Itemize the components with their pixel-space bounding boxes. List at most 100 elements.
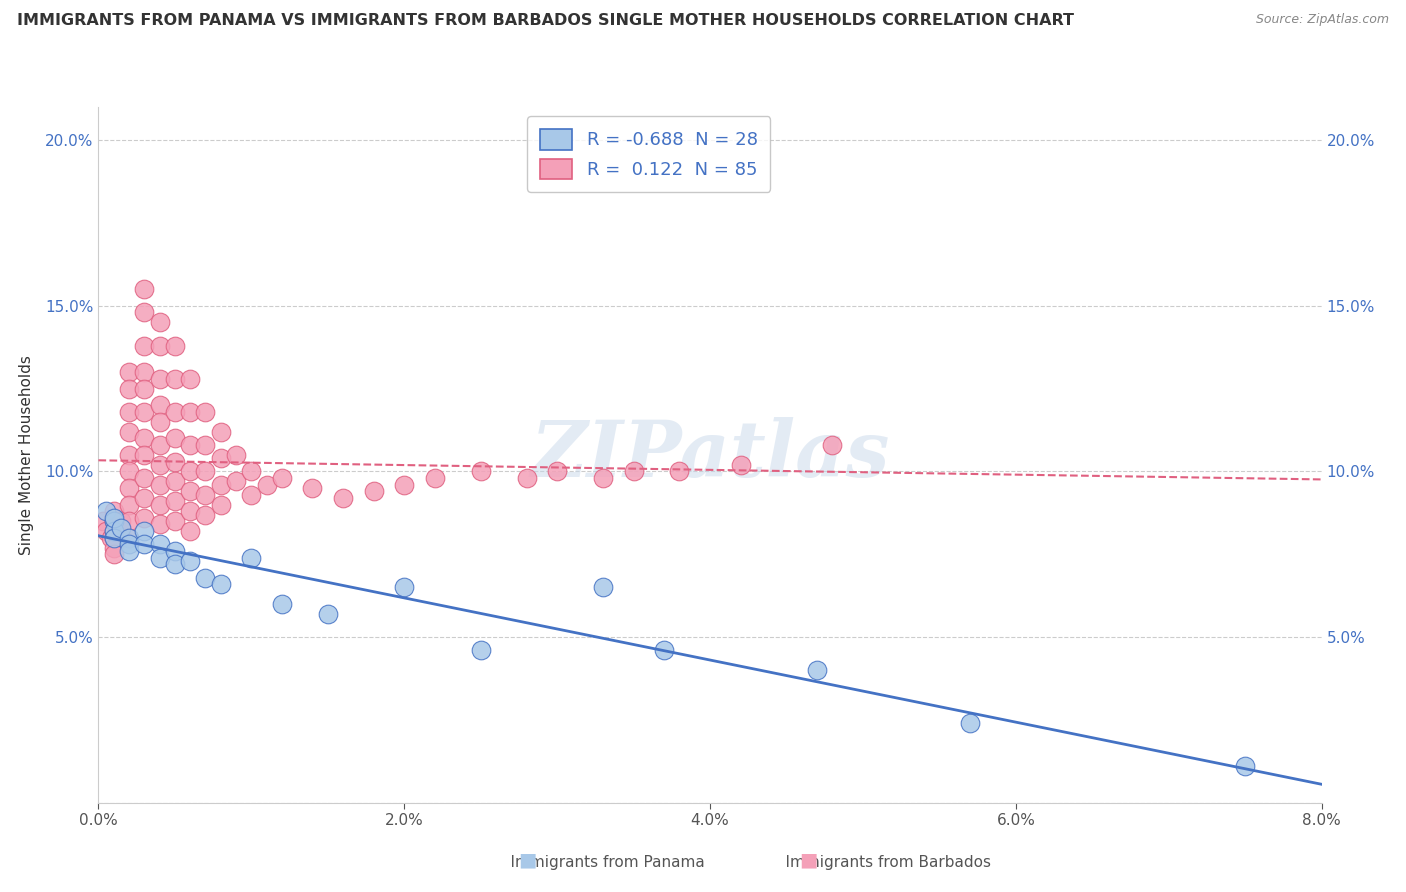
Point xyxy=(194,438,217,452)
Point xyxy=(118,425,141,439)
Point xyxy=(118,531,141,545)
Point xyxy=(134,365,156,379)
Point xyxy=(163,431,186,445)
Point xyxy=(118,465,141,479)
Point xyxy=(103,524,125,538)
Point xyxy=(240,550,263,565)
Text: ■: ■ xyxy=(517,851,537,870)
Point xyxy=(134,382,156,396)
Text: IMMIGRANTS FROM PANAMA VS IMMIGRANTS FROM BARBADOS SINGLE MOTHER HOUSEHOLDS CORR: IMMIGRANTS FROM PANAMA VS IMMIGRANTS FRO… xyxy=(17,13,1074,29)
Point xyxy=(959,716,981,731)
Point xyxy=(546,465,568,479)
Point xyxy=(149,477,172,491)
Point xyxy=(163,405,186,419)
Point xyxy=(179,504,201,518)
Point xyxy=(470,465,492,479)
Point xyxy=(134,405,156,419)
Point xyxy=(270,471,294,485)
Point xyxy=(134,471,156,485)
Text: ■: ■ xyxy=(799,851,818,870)
Point xyxy=(163,338,186,352)
Point xyxy=(163,372,186,386)
Point xyxy=(256,477,278,491)
Point xyxy=(194,405,217,419)
Point xyxy=(821,438,844,452)
Point xyxy=(91,514,114,528)
Point xyxy=(149,458,172,472)
Point xyxy=(103,524,125,538)
Point xyxy=(149,338,172,352)
Point xyxy=(100,531,122,545)
Point xyxy=(423,471,446,485)
Point xyxy=(149,550,172,565)
Point xyxy=(623,465,645,479)
Point xyxy=(270,597,294,611)
Point xyxy=(118,448,141,462)
Point xyxy=(163,494,186,508)
Legend: R = -0.688  N = 28, R =  0.122  N = 85: R = -0.688 N = 28, R = 0.122 N = 85 xyxy=(527,116,770,192)
Point xyxy=(103,511,125,525)
Text: ZIPatlas: ZIPatlas xyxy=(530,417,890,493)
Point xyxy=(134,431,156,445)
Point xyxy=(103,504,125,518)
Point xyxy=(332,491,354,505)
Point xyxy=(194,465,217,479)
Point xyxy=(194,508,217,522)
Point xyxy=(134,305,156,319)
Text: Immigrants from Barbados: Immigrants from Barbados xyxy=(766,855,991,870)
Point xyxy=(516,471,538,485)
Point xyxy=(118,537,141,551)
Point xyxy=(103,547,125,561)
Point xyxy=(149,372,172,386)
Point xyxy=(134,282,156,296)
Point xyxy=(163,558,186,572)
Point xyxy=(179,465,201,479)
Point xyxy=(209,425,232,439)
Point xyxy=(118,481,141,495)
Point xyxy=(163,514,186,528)
Text: Source: ZipAtlas.com: Source: ZipAtlas.com xyxy=(1256,13,1389,27)
Point xyxy=(668,465,690,479)
Point xyxy=(118,514,141,528)
Point xyxy=(316,607,339,621)
Point xyxy=(118,498,141,512)
Point xyxy=(592,581,614,595)
Point xyxy=(134,491,156,505)
Point xyxy=(149,415,172,429)
Point xyxy=(1234,759,1257,773)
Point xyxy=(730,458,752,472)
Point xyxy=(134,448,156,462)
Point xyxy=(240,488,263,502)
Point xyxy=(470,643,492,657)
Point xyxy=(392,581,416,595)
Y-axis label: Single Mother Households: Single Mother Households xyxy=(20,355,34,555)
Point xyxy=(103,541,125,555)
Point xyxy=(110,514,132,528)
Point xyxy=(103,531,125,545)
Point xyxy=(149,498,172,512)
Point xyxy=(392,477,416,491)
Point xyxy=(103,514,125,528)
Point xyxy=(118,405,141,419)
Point xyxy=(225,475,247,489)
Point xyxy=(301,481,323,495)
Point xyxy=(225,448,247,462)
Point xyxy=(163,454,186,468)
Point xyxy=(110,521,132,535)
Point xyxy=(209,477,232,491)
Point xyxy=(134,338,156,352)
Point xyxy=(110,524,132,538)
Point xyxy=(149,537,172,551)
Point xyxy=(118,544,141,558)
Point xyxy=(134,511,156,525)
Point xyxy=(179,484,201,499)
Point xyxy=(209,498,232,512)
Point xyxy=(149,517,172,532)
Point xyxy=(806,663,828,677)
Point xyxy=(363,484,385,499)
Point xyxy=(652,643,675,657)
Point xyxy=(118,365,141,379)
Point xyxy=(94,504,117,518)
Point xyxy=(179,524,201,538)
Point xyxy=(118,382,141,396)
